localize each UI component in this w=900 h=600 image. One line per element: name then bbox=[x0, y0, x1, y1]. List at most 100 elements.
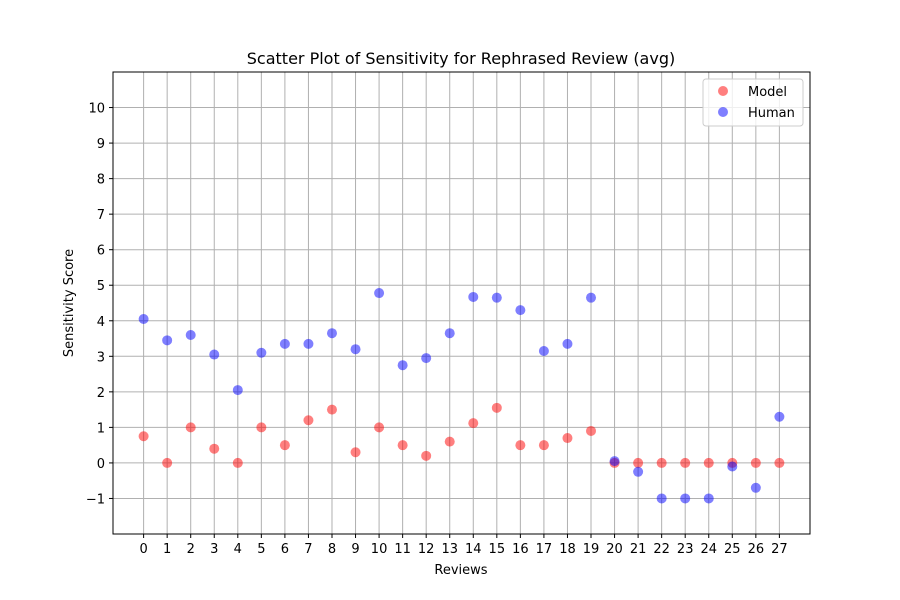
x-tick-label: 25 bbox=[724, 542, 741, 557]
x-tick-label: 2 bbox=[187, 542, 195, 557]
model-point bbox=[232, 457, 243, 468]
human-point bbox=[256, 347, 267, 358]
model-point bbox=[185, 422, 196, 433]
x-tick-label: 11 bbox=[394, 542, 411, 557]
model-point bbox=[162, 457, 173, 468]
human-point bbox=[374, 288, 385, 299]
human-point bbox=[750, 482, 761, 493]
human-point bbox=[468, 291, 479, 302]
model-point bbox=[750, 457, 761, 468]
x-tick-label: 22 bbox=[653, 542, 670, 557]
human-point bbox=[397, 360, 408, 371]
y-tick-label: 5 bbox=[97, 279, 105, 294]
model-point bbox=[374, 422, 385, 433]
human-point bbox=[703, 493, 714, 504]
model-point bbox=[444, 436, 455, 447]
y-tick-label: 0 bbox=[97, 457, 105, 472]
x-tick-label: 15 bbox=[489, 542, 506, 557]
x-tick-label: 6 bbox=[281, 542, 289, 557]
y-tick-label: 9 bbox=[97, 137, 105, 152]
x-tick-label: 19 bbox=[583, 542, 600, 557]
human-point bbox=[209, 349, 220, 360]
legend-label-model: Model bbox=[748, 85, 787, 100]
x-tick-label: 17 bbox=[536, 542, 553, 557]
model-point bbox=[350, 447, 361, 458]
x-tick-label: 16 bbox=[512, 542, 529, 557]
human-point bbox=[232, 385, 243, 396]
model-point bbox=[680, 457, 691, 468]
x-tick-label: 21 bbox=[630, 542, 647, 557]
model-point bbox=[491, 402, 502, 413]
data-points bbox=[138, 288, 785, 504]
y-tick-label: 3 bbox=[97, 350, 105, 365]
x-tick-label: 13 bbox=[441, 542, 458, 557]
human-point bbox=[350, 344, 361, 355]
x-tick-label: 27 bbox=[771, 542, 788, 557]
human-point bbox=[185, 329, 196, 340]
x-tick-label: 7 bbox=[304, 542, 312, 557]
human-point bbox=[279, 338, 290, 349]
legend-box bbox=[702, 78, 804, 127]
y-tick-label: 8 bbox=[97, 173, 105, 188]
x-tick-label: 23 bbox=[677, 542, 694, 557]
grid-lines bbox=[113, 72, 810, 534]
chart-title: Scatter Plot of Sensitivity for Rephrase… bbox=[247, 49, 675, 68]
y-tick-label: 6 bbox=[97, 244, 105, 259]
axis-ticks: 0 1 2 3 4 5 6 7 8 9 10 11 12 13 14 15 16 17 18 19 20 21 22 23 24… bbox=[86, 102, 788, 557]
x-tick-label: 24 bbox=[700, 542, 717, 557]
x-tick-label: 10 bbox=[371, 542, 388, 557]
plot-frame bbox=[112, 71, 811, 535]
human-point bbox=[491, 292, 502, 303]
human-point bbox=[727, 461, 738, 472]
human-point bbox=[656, 493, 667, 504]
model-point bbox=[538, 440, 549, 451]
y-tick-label: −1 bbox=[86, 492, 105, 507]
human-point bbox=[421, 353, 432, 364]
human-point bbox=[138, 313, 149, 324]
x-tick-label: 18 bbox=[559, 542, 576, 557]
human-point bbox=[680, 493, 691, 504]
model-point bbox=[209, 443, 220, 454]
x-tick-label: 12 bbox=[418, 542, 435, 557]
x-axis-label: Reviews bbox=[434, 563, 487, 578]
legend: Model Human bbox=[702, 78, 804, 127]
x-tick-label: 5 bbox=[257, 542, 265, 557]
legend-marker-human bbox=[718, 107, 728, 117]
x-tick-label: 3 bbox=[210, 542, 218, 557]
human-point bbox=[444, 328, 455, 339]
x-tick-label: 8 bbox=[328, 542, 336, 557]
model-point bbox=[562, 433, 573, 444]
model-point bbox=[774, 457, 785, 468]
human-point bbox=[562, 338, 573, 349]
model-point bbox=[703, 457, 714, 468]
human-point bbox=[326, 328, 337, 339]
human-point bbox=[538, 345, 549, 356]
x-tick-label: 0 bbox=[139, 542, 147, 557]
model-point bbox=[586, 425, 597, 436]
x-tick-label: 20 bbox=[606, 542, 623, 557]
model-point bbox=[303, 415, 314, 426]
human-point bbox=[162, 335, 173, 346]
y-tick-label: 4 bbox=[97, 315, 105, 330]
model-point bbox=[468, 418, 479, 429]
x-tick-label: 9 bbox=[351, 542, 359, 557]
x-tick-label: 1 bbox=[163, 542, 171, 557]
x-tick-label: 4 bbox=[234, 542, 242, 557]
human-point bbox=[774, 411, 785, 422]
model-point bbox=[515, 440, 526, 451]
human-point bbox=[515, 305, 526, 316]
y-tick-label: 7 bbox=[97, 208, 105, 223]
legend-marker-model bbox=[718, 86, 728, 96]
x-tick-label: 26 bbox=[748, 542, 765, 557]
model-point bbox=[633, 457, 644, 468]
model-point bbox=[279, 440, 290, 451]
y-axis-label: Sensitivity Score bbox=[62, 249, 77, 357]
human-point bbox=[303, 338, 314, 349]
model-point bbox=[326, 404, 337, 415]
y-tick-label: 2 bbox=[97, 386, 105, 401]
model-point bbox=[138, 431, 149, 442]
human-point bbox=[609, 456, 620, 467]
human-point bbox=[633, 466, 644, 477]
y-tick-label: 1 bbox=[97, 421, 105, 436]
